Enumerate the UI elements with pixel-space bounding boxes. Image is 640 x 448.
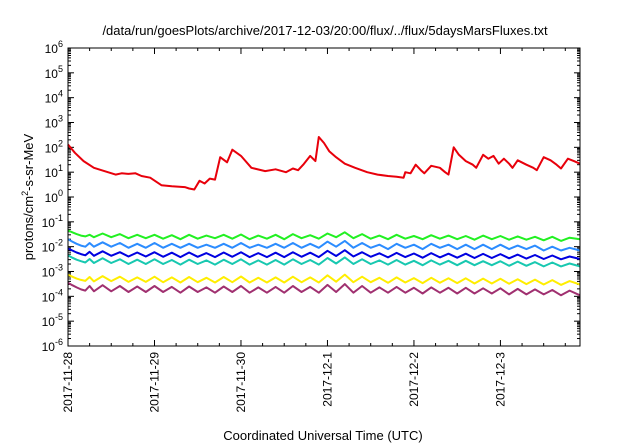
y-tick-label-exp: -2 — [55, 238, 63, 248]
y-tick-label-base: 10 — [45, 117, 59, 131]
svg-text:protons/cm2-s-sr-MeV: protons/cm2-s-sr-MeV — [20, 133, 36, 260]
y-tick-label-exp: -4 — [55, 287, 63, 297]
y-tick-label: 10-1 — [42, 213, 63, 230]
y-axis-ticks: 10610510410310210110010-110-210-310-410-… — [42, 39, 580, 354]
series-line-4 — [67, 247, 581, 261]
y-axis-label-base: protons/cm — [21, 196, 36, 260]
y-tick-label-base: 10 — [42, 216, 56, 230]
y-tick-label-base: 10 — [42, 266, 56, 280]
y-tick-label: 103 — [45, 114, 63, 131]
y-tick-label-exp: -6 — [55, 337, 63, 347]
x-tick-label: 2017-12-1 — [320, 352, 334, 407]
y-tick-label-exp: -5 — [55, 312, 63, 322]
y-tick-label: 10-4 — [42, 287, 63, 304]
x-tick-label: 2017-11-28 — [61, 352, 75, 413]
y-axis-label: protons/cm2-s-sr-MeV — [20, 133, 36, 260]
y-tick-label-exp: 0 — [58, 188, 63, 198]
y-tick-label: 104 — [45, 89, 63, 106]
x-axis-ticks: 2017-11-28 2017-11-29 2017-11-30 2017-12-1 2… — [61, 48, 566, 413]
y-axis-label-rest: -s-sr-MeV — [21, 133, 36, 190]
y-tick-label: 10-3 — [42, 263, 63, 280]
y-axis-label-sup: 2 — [20, 191, 30, 196]
series-line-2 — [67, 229, 581, 242]
y-tick-label: 10-5 — [42, 312, 63, 329]
y-tick-label-base: 10 — [45, 42, 59, 56]
y-tick-label-base: 10 — [42, 340, 56, 354]
plot-frame — [67, 47, 581, 347]
y-tick-label-base: 10 — [45, 92, 59, 106]
y-tick-label: 105 — [45, 64, 63, 81]
y-tick-label-exp: 6 — [58, 39, 63, 49]
x-tick-label: 2017-12-2 — [407, 352, 421, 407]
series-line-1 — [67, 136, 581, 191]
y-tick-label: 10-2 — [42, 238, 63, 255]
y-tick-label-base: 10 — [45, 67, 59, 81]
y-tick-label-exp: 2 — [58, 138, 63, 148]
y-tick-label-exp: 5 — [58, 64, 63, 74]
y-tick-label: 101 — [45, 163, 63, 180]
y-tick-label-exp: -1 — [55, 213, 63, 223]
y-tick-label-exp: -3 — [55, 263, 63, 273]
y-tick-label-base: 10 — [45, 191, 59, 205]
y-tick-label: 106 — [45, 39, 63, 56]
y-tick-label-base: 10 — [42, 241, 56, 255]
y-tick-label: 100 — [45, 188, 63, 205]
x-tick-label: 2017-11-30 — [234, 352, 248, 413]
series-line-5 — [67, 254, 581, 268]
x-tick-label: 2017-11-29 — [147, 352, 161, 413]
series-layer — [67, 136, 581, 297]
series-line-7 — [67, 281, 581, 297]
y-tick-label: 102 — [45, 138, 63, 155]
y-tick-label-base: 10 — [45, 166, 59, 180]
series-line-6 — [67, 273, 581, 286]
y-tick-label-base: 10 — [45, 141, 59, 155]
series-line-3 — [67, 238, 581, 252]
x-tick-label: 2017-12-3 — [493, 352, 507, 407]
y-tick-label-base: 10 — [42, 290, 56, 304]
y-tick-label: 10-6 — [42, 337, 63, 354]
chart-title: /data/run/goesPlots/archive/2017-12-03/2… — [102, 23, 548, 38]
y-tick-label-exp: 3 — [58, 114, 63, 124]
y-tick-label-exp: 1 — [58, 163, 63, 173]
y-tick-label-exp: 4 — [58, 89, 63, 99]
x-axis-label: Coordinated Universal Time (UTC) — [223, 428, 422, 443]
y-tick-label-base: 10 — [42, 315, 56, 329]
